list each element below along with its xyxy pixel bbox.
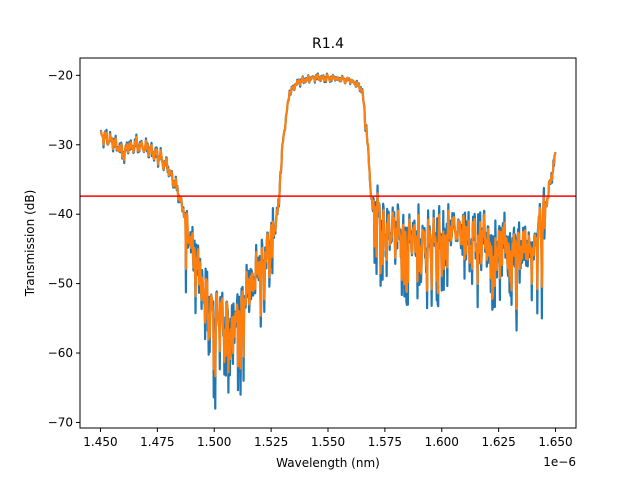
x-tick-label: 1.450 <box>83 435 117 449</box>
series-line-orange <box>99 73 557 378</box>
series-layer <box>99 72 557 410</box>
y-tick-label: −60 <box>48 346 73 360</box>
y-tick-label: −30 <box>48 138 73 152</box>
y-axis: −20 −30 −40 −50 −60 −70 <box>48 68 80 429</box>
y-tick-label: −40 <box>48 207 73 221</box>
x-tick-label: 1.475 <box>140 435 174 449</box>
x-tick-label: 1.600 <box>425 435 459 449</box>
chart-title: R1.4 <box>312 36 344 52</box>
x-tick-label: 1.650 <box>538 435 572 449</box>
x-axis-label: Wavelength (nm) <box>276 456 380 470</box>
x-tick-label: 1.525 <box>254 435 288 449</box>
x-tick-label: 1.500 <box>197 435 231 449</box>
y-axis-label: Transmission (dB) <box>23 190 37 298</box>
x-tick-label: 1.550 <box>311 435 345 449</box>
x-axis-offset-text: 1e−6 <box>543 455 576 469</box>
x-axis: 1.450 1.475 1.500 1.525 1.550 1.575 1.600 1.625… <box>83 428 573 449</box>
x-tick-label: 1.575 <box>368 435 402 449</box>
y-tick-label: −70 <box>48 415 73 429</box>
y-tick-label: −50 <box>48 277 73 291</box>
y-tick-label: −20 <box>48 68 73 82</box>
plot-area <box>79 57 577 429</box>
x-tick-label: 1.625 <box>481 435 515 449</box>
